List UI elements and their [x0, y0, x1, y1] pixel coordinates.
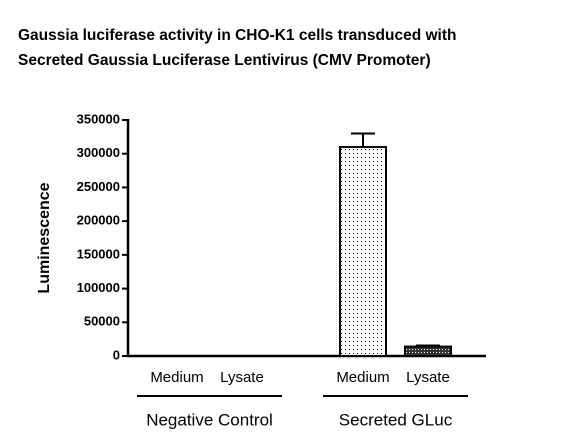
x-tick-label: Medium	[336, 369, 389, 386]
chart-title: Secreted Gaussia Luciferase Lentivirus (…	[18, 52, 431, 69]
chart-title: Gaussia luciferase activity in CHO-K1 ce…	[18, 27, 456, 44]
y-tick-label: 0	[113, 347, 120, 362]
y-tick-label: 150000	[77, 246, 120, 261]
group-label: Secreted GLuc	[339, 410, 453, 429]
x-tick-label: Lysate	[406, 369, 450, 386]
y-tick-label: 250000	[77, 179, 120, 194]
y-axis-label: Luminescence	[36, 182, 53, 293]
x-tick-label: Medium	[150, 369, 203, 386]
bar	[404, 345, 452, 357]
y-tick-label: 100000	[77, 280, 120, 295]
error-bar	[351, 132, 375, 147]
group-label: Negative Control	[146, 410, 273, 429]
y-tick-label: 350000	[77, 111, 120, 126]
bar	[339, 145, 387, 357]
y-tick-label: 300000	[77, 145, 120, 160]
x-tick-label: Lysate	[220, 369, 264, 386]
y-tick-label: 50000	[84, 314, 120, 329]
y-tick-label: 200000	[77, 213, 120, 228]
